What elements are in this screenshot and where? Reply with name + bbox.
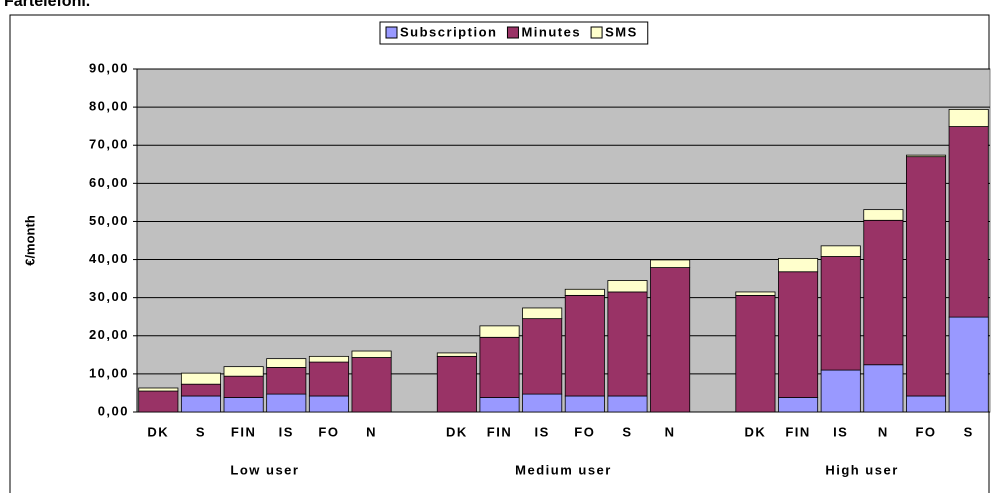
- bar-segment: [308, 361, 349, 397]
- plot-area: [136, 68, 991, 413]
- x-tick-label: N: [366, 424, 377, 439]
- x-tick-label: IS: [833, 424, 848, 439]
- bar-segment: [863, 219, 904, 366]
- y-tick-label: 20,00: [89, 327, 129, 342]
- bar-segment: [266, 358, 307, 368]
- bar-segment: [607, 280, 648, 293]
- x-tick-label: DK: [745, 424, 767, 439]
- bar-segment: [607, 395, 648, 413]
- bar-segment: [820, 369, 861, 413]
- bar-segment: [948, 316, 989, 413]
- x-tick-label: FO: [915, 424, 936, 439]
- x-tick-label: FIN: [231, 424, 256, 439]
- bar-segment: [650, 267, 691, 413]
- y-tick-label: 90,00: [89, 60, 129, 75]
- bar-segment: [351, 357, 392, 413]
- x-tick-label: FO: [318, 424, 339, 439]
- bar-segment: [479, 325, 520, 338]
- bar-segment: [351, 350, 392, 358]
- bar-segment: [778, 397, 819, 413]
- x-tick-label: IS: [279, 424, 294, 439]
- legend-swatch: [506, 26, 519, 39]
- bar-segment: [223, 375, 264, 398]
- bar-segment: [436, 352, 477, 357]
- bar-segment: [266, 393, 307, 413]
- bar-segment: [820, 256, 861, 371]
- bar-segment: [735, 294, 776, 413]
- legend-label: SMS: [605, 24, 638, 39]
- bar-segment: [863, 209, 904, 221]
- group-label: Low user: [230, 462, 299, 477]
- x-tick-label: FIN: [487, 424, 512, 439]
- bar-segment: [266, 367, 307, 395]
- x-tick-label: S: [622, 424, 632, 439]
- x-tick-label: FO: [574, 424, 595, 439]
- x-tick-label: DK: [147, 424, 169, 439]
- bar-segment: [906, 395, 947, 413]
- x-tick-label: S: [196, 424, 206, 439]
- bar-segment: [180, 395, 221, 413]
- bar-segment: [778, 271, 819, 398]
- bar-segment: [564, 288, 605, 296]
- y-tick-label: 70,00: [89, 137, 129, 152]
- bar-segment: [820, 245, 861, 257]
- bar-segment: [906, 156, 947, 397]
- bar-segment: [522, 318, 563, 395]
- x-tick-label: N: [878, 424, 889, 439]
- bar-segment: [607, 291, 648, 397]
- chart-title: Fartelefoni.: [4, 0, 90, 10]
- legend-swatch: [590, 26, 603, 39]
- y-tick-label: 0,00: [98, 403, 129, 418]
- bar-segment: [138, 387, 179, 392]
- group-label: Medium user: [515, 462, 612, 477]
- bar-segment: [223, 366, 264, 377]
- x-tick-label: FIN: [785, 424, 810, 439]
- bar-segment: [778, 258, 819, 273]
- bar-segment: [564, 294, 605, 397]
- bar-segment: [522, 307, 563, 320]
- x-tick-label: DK: [446, 424, 468, 439]
- bar-segment: [522, 393, 563, 413]
- bar-segment: [906, 154, 947, 158]
- y-axis-label: €/month: [22, 215, 37, 266]
- legend-label: Minutes: [521, 24, 581, 39]
- group-label: High user: [825, 462, 898, 477]
- bar-segment: [863, 364, 904, 413]
- x-tick-label: IS: [535, 424, 550, 439]
- y-tick-label: 40,00: [89, 251, 129, 266]
- bar-segment: [948, 108, 989, 127]
- bar-segment: [948, 126, 989, 318]
- x-tick-label: N: [665, 424, 676, 439]
- y-tick-label: 30,00: [89, 289, 129, 304]
- bar-segment: [180, 372, 221, 385]
- legend-label: Subscription: [400, 24, 497, 39]
- bar-segment: [735, 291, 776, 296]
- bar-segment: [138, 390, 179, 413]
- bar-segment: [308, 395, 349, 413]
- y-tick-label: 80,00: [89, 99, 129, 114]
- bar-segment: [436, 355, 477, 413]
- bar-segment: [564, 395, 605, 413]
- bar-segment: [479, 397, 520, 413]
- bar-segment: [479, 336, 520, 398]
- legend-swatch: [385, 26, 398, 39]
- bar-segment: [223, 397, 264, 413]
- bar-segment: [180, 383, 221, 397]
- y-tick-label: 60,00: [89, 175, 129, 190]
- bar-segment: [308, 355, 349, 363]
- x-tick-label: S: [964, 424, 974, 439]
- y-tick-label: 50,00: [89, 213, 129, 228]
- bar-segment: [650, 259, 691, 268]
- y-tick-label: 10,00: [89, 365, 129, 380]
